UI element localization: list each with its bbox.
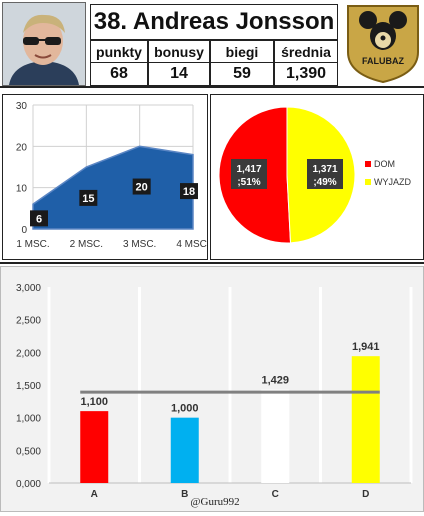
legend-label-wyjazd: WYJAZD (374, 177, 411, 187)
x-tick-label: 2 MSC. (70, 239, 103, 250)
credit-watermark: @Guru992 (190, 496, 240, 508)
y-tick-label: 0 (21, 225, 27, 236)
bar-a (80, 411, 109, 483)
x-tick-label: 1 MSC. (16, 239, 49, 250)
stat-label-punkty: punkty (90, 40, 148, 63)
player-photo-image (3, 3, 85, 85)
stat-label-bonusy: bonusy (148, 40, 210, 63)
legend-swatch-wyjazd (365, 179, 371, 185)
y-tick-label: 2,000 (16, 348, 41, 359)
pie-label-box (231, 159, 267, 189)
stat-label-biegi: biegi (210, 40, 274, 63)
club-logo: FALUBAZ (344, 2, 422, 84)
stat-label-srednia: średnia (274, 40, 338, 63)
stat-value-punkty: 68 (90, 62, 148, 86)
bar-b (170, 417, 199, 483)
area-chart: 0 10 20 30 6 15 20 18 1 MSC. 2 MSC. 3 MSC. 4 MSC. (16, 101, 210, 250)
x-tick-label: C (272, 489, 279, 500)
divider-middle (0, 262, 424, 264)
data-label-box (180, 183, 198, 200)
y-tick-label: 30 (16, 101, 28, 112)
data-label-box (79, 189, 98, 206)
area-series-fill (32, 145, 194, 230)
player-photo (2, 2, 86, 86)
bar-data-label: 1,000 (171, 403, 199, 415)
pie-label-percent: ;49% (313, 177, 336, 188)
y-tick-label: 1,000 (16, 414, 41, 425)
y-tick-label: 10 (16, 184, 28, 195)
legend-swatch-dom (365, 161, 371, 167)
stat-value-srednia: 1,390 (274, 62, 338, 86)
data-label-text: 18 (183, 186, 195, 198)
x-tick-label: 4 MSC. (176, 239, 207, 250)
bar-data-label: 1,941 (352, 341, 380, 353)
data-label-box (132, 178, 151, 195)
pie-label-value: 1,417 (236, 164, 261, 175)
bar-data-label: 1,100 (80, 396, 108, 408)
y-tick-label: 2,500 (16, 316, 41, 327)
pie-label-box (307, 159, 343, 189)
y-tick-label: 0,000 (16, 479, 41, 490)
bar-chart-panel: 0,000 0,500 1,000 1,500 2,000 2,500 3,000 1,100… (0, 266, 424, 512)
svg-text:FALUBAZ: FALUBAZ (362, 56, 404, 66)
legend-label-dom: DOM (374, 159, 395, 169)
y-tick-label: 1,500 (16, 381, 41, 392)
x-tick-label: A (91, 489, 98, 500)
bar-d (351, 356, 380, 483)
data-label: 18 (180, 183, 198, 200)
y-tick-label: 3,000 (16, 283, 41, 294)
data-label-text: 20 (136, 182, 148, 194)
area-chart-panel: 0 10 20 30 6 15 20 18 1 MSC. 2 MSC. 3 MSC. 4 MSC. (2, 94, 210, 260)
x-tick-label: B (181, 489, 188, 500)
divider-top (0, 86, 424, 88)
data-label-text: 15 (82, 193, 94, 205)
pie-label-percent: ;51% (237, 177, 260, 188)
y-tick-label: 0,500 (16, 446, 41, 457)
bar-chart: 0,000 0,500 1,000 1,500 2,000 2,500 3,000 1,100… (16, 283, 413, 500)
bar-c (261, 389, 290, 483)
stat-value-biegi: 59 (210, 62, 274, 86)
data-label: 15 (79, 189, 98, 206)
pie-chart-panel: 1,417 ;51% DOM 1,371 ;49% WYJAZD (210, 94, 424, 260)
x-tick-label: 3 MSC. (123, 239, 156, 250)
data-label-text: 6 (36, 213, 42, 225)
data-label: 6 (30, 210, 48, 227)
y-tick-label: 20 (16, 142, 28, 153)
pie-data-label: 1,371 ;49% (307, 159, 343, 189)
stat-value-bonusy: 14 (148, 62, 210, 86)
data-label-box (30, 210, 48, 227)
data-label: 20 (132, 178, 151, 195)
player-name: 38. Andreas Jonsson (90, 4, 338, 40)
bar-data-label: 1,429 (261, 375, 289, 387)
pie-label-value: 1,371 (312, 164, 337, 175)
x-tick-label: D (362, 489, 369, 500)
pie-data-label: 1,417 ;51% (231, 159, 267, 189)
pie-chart: 1,417 ;51% DOM 1,371 ;49% WYJAZD (218, 106, 411, 244)
